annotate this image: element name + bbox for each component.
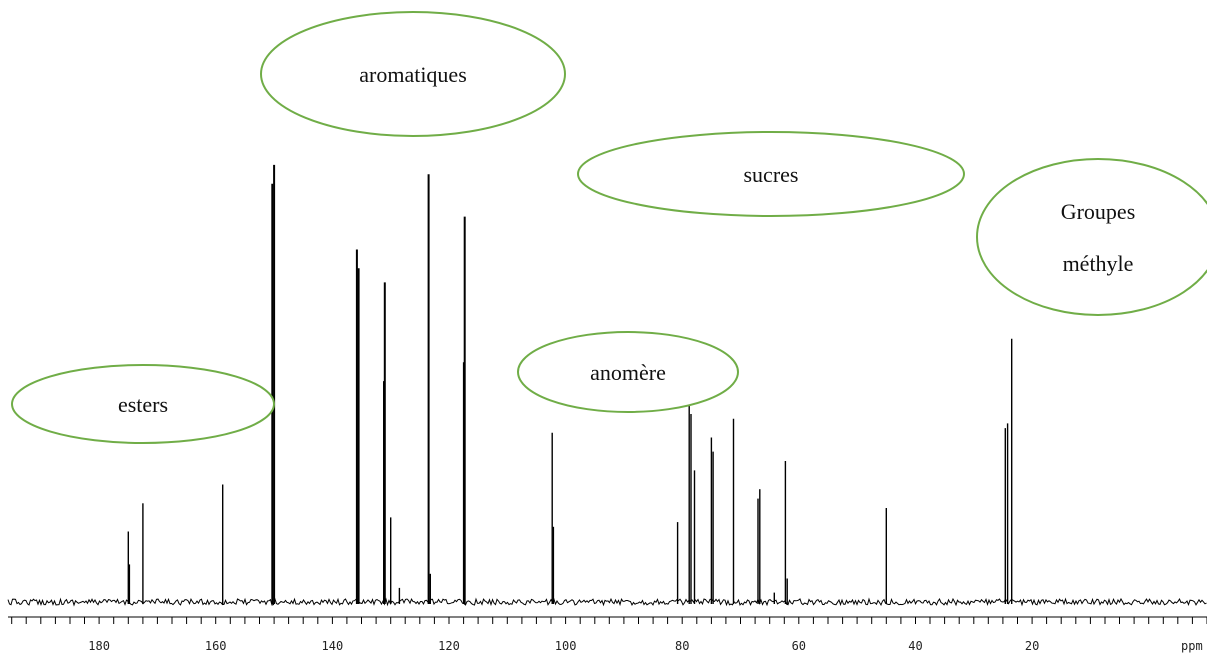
plot-area (7, 164, 1207, 607)
minor-ticks (11, 617, 1207, 624)
annotation-label-anomere: anomère (590, 360, 666, 385)
annotation-ellipse-aromatiques (260, 11, 566, 137)
annotation-label-methyle: méthyle (1063, 251, 1134, 276)
x-tick-label-40: 40 (908, 639, 922, 653)
annotations-group: esters aromatiques anomère sucres Groupes mét… (11, 11, 1207, 444)
annotation-anomere: anomère (517, 331, 739, 413)
x-tick-label-80: 80 (675, 639, 689, 653)
annotation-label-methyle: Groupes (1061, 199, 1136, 224)
annotation-label-aromatiques: aromatiques (359, 62, 467, 87)
tick-labels: 180 160 140 120 100 80 60 40 20 (88, 639, 1039, 653)
x-axis-unit-label: ppm (1181, 639, 1203, 653)
x-tick-label-100: 100 (555, 639, 577, 653)
x-tick-label-20: 20 (1025, 639, 1039, 653)
x-tick-label-120: 120 (438, 639, 460, 653)
spectrum-trace (7, 597, 1207, 607)
annotation-ellipse-sucres (577, 131, 965, 217)
annotation-label-esters: esters (118, 392, 168, 417)
x-tick-label-60: 60 (792, 639, 806, 653)
x-tick-label-180: 180 (88, 639, 110, 653)
annotation-aromatiques: aromatiques (260, 11, 566, 137)
annotation-ellipse-methyle (976, 158, 1207, 316)
x-tick-label-140: 140 (322, 639, 344, 653)
annotation-sucres: sucres (577, 131, 965, 217)
annotation-label-sucres: sucres (744, 162, 799, 187)
annotation-ellipse-esters (11, 364, 275, 444)
annotation-methyle: Groupes méthyle (976, 158, 1207, 316)
x-tick-label-160: 160 (205, 639, 227, 653)
peaks-group (127, 164, 1013, 604)
annotation-esters: esters (11, 364, 275, 444)
annotation-ellipse-anomere (517, 331, 739, 413)
x-axis: 180 160 140 120 100 80 60 40 20 ppm (8, 616, 1207, 653)
